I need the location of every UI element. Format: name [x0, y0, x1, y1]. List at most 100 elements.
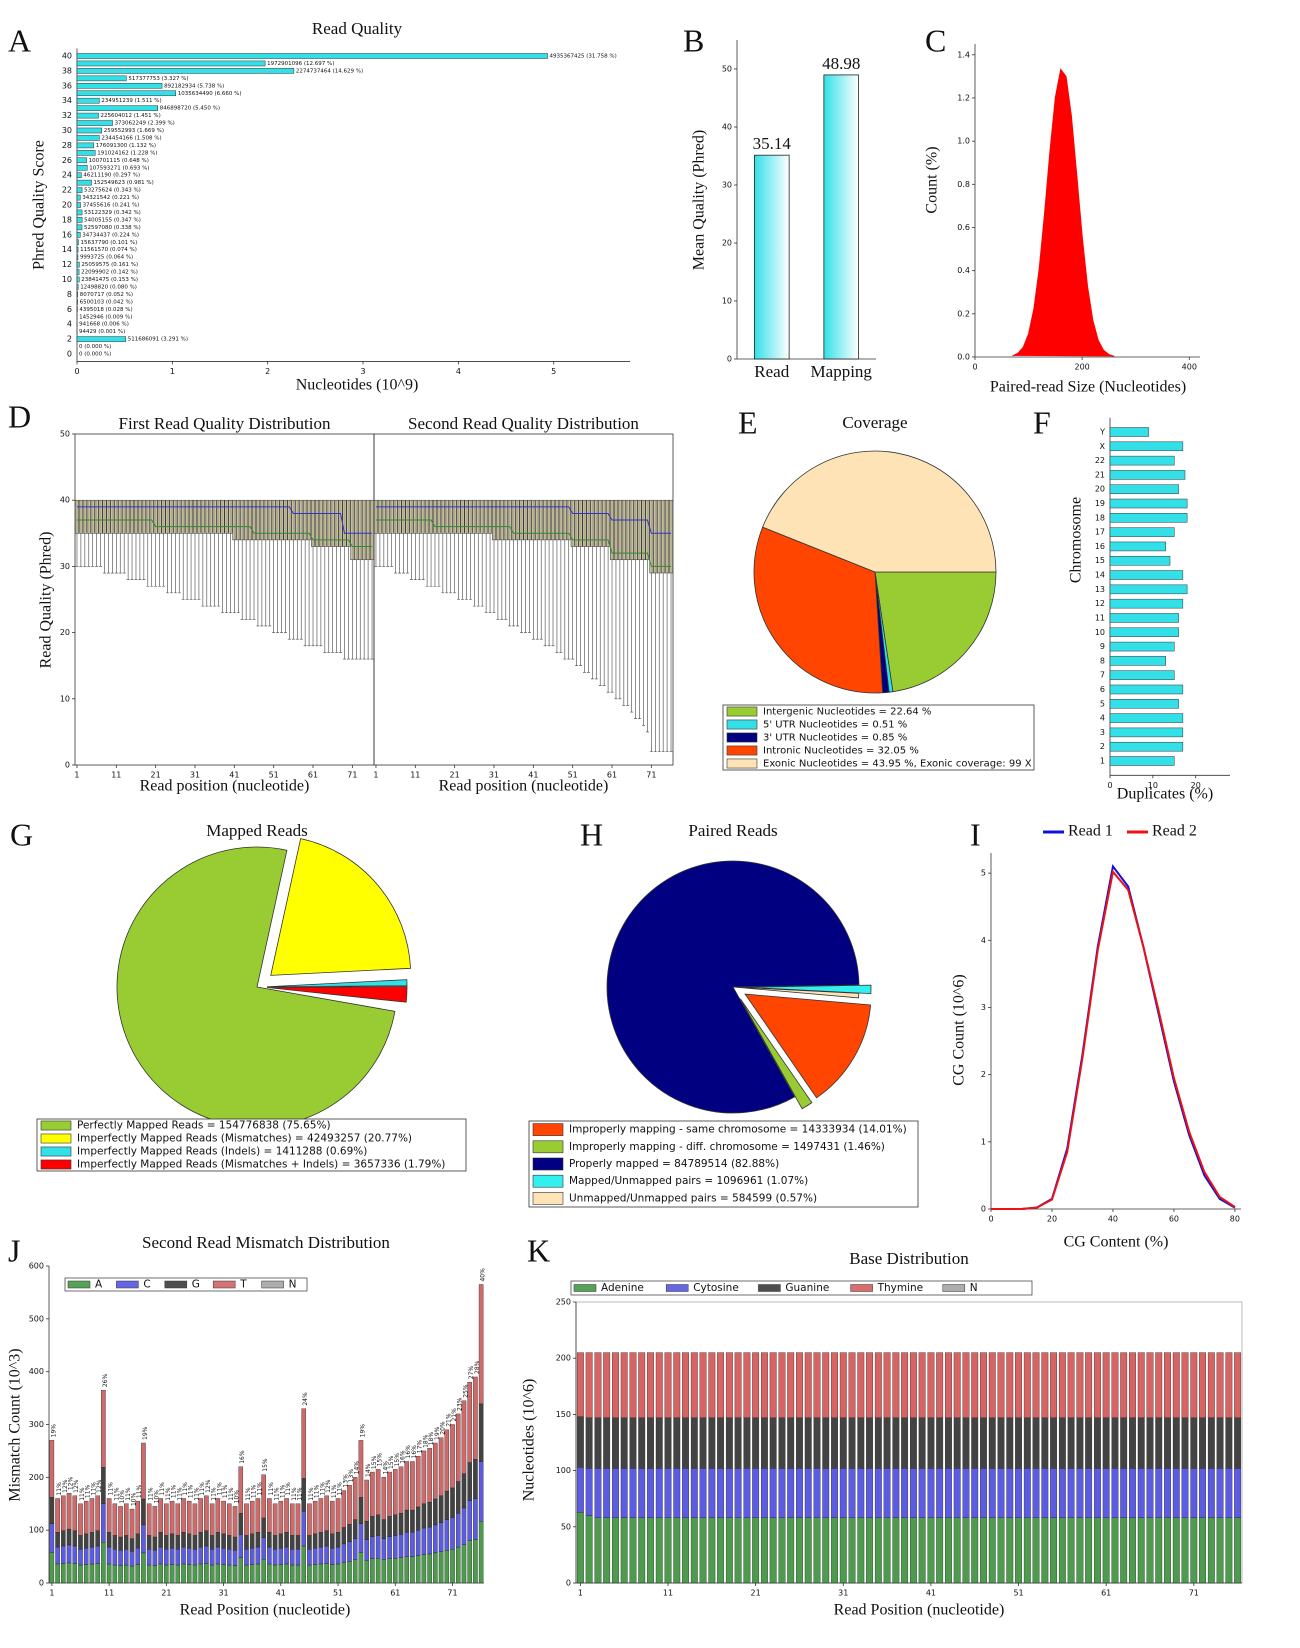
bar-segment	[186, 1533, 192, 1549]
box	[149, 499, 154, 534]
box	[594, 499, 599, 547]
x-tick-label: 71	[447, 1589, 457, 1598]
legend-label: Imperfectly Mapped Reads (Mismatches) = …	[77, 1133, 412, 1145]
x-tick-label: 1	[74, 771, 79, 780]
bar-segment	[1050, 1468, 1058, 1518]
bar-segment	[433, 1442, 438, 1500]
bar-segment	[804, 1468, 812, 1518]
bar-segment	[106, 1563, 112, 1584]
box	[558, 499, 563, 541]
bar-segment	[370, 1516, 375, 1537]
x-tick-label: 31	[489, 771, 499, 780]
bar-segment	[169, 1547, 175, 1565]
bar-segment	[209, 1549, 215, 1566]
box	[267, 499, 272, 541]
y-tick-label: 1	[981, 1137, 986, 1146]
bar-segment	[971, 1517, 979, 1584]
bar-segment	[813, 1352, 821, 1418]
bar-segment	[980, 1517, 987, 1584]
box	[236, 499, 241, 541]
box	[185, 499, 190, 534]
y-tick-label: 0	[67, 350, 72, 359]
value-label: 107593271 (0.693 %)	[89, 165, 149, 171]
bar-segment	[186, 1547, 192, 1565]
bar-segment	[778, 1468, 786, 1518]
value-label: 22099902 (0.142 %)	[81, 270, 138, 276]
bar-segment	[301, 1408, 306, 1479]
box	[574, 499, 579, 547]
legend-label: 3' UTR Nucleotides = 0.85 %	[763, 733, 907, 744]
box	[625, 499, 630, 561]
y-tick-label: 40	[60, 496, 70, 505]
bar-segment	[813, 1517, 821, 1584]
bar-segment	[585, 1515, 593, 1584]
x-tick-label: 51	[568, 771, 578, 780]
box	[657, 499, 662, 574]
y-tick-label: 18	[1095, 513, 1105, 522]
chart-title: Base Distribution	[849, 1249, 969, 1268]
bar-segment	[341, 1490, 347, 1528]
legend-label: Exonic Nucleotides = 43.95 %, Exonic cov…	[763, 759, 1032, 770]
legend-swatch	[532, 1174, 564, 1188]
box	[531, 499, 536, 541]
x-tick-label: 21	[450, 771, 460, 780]
bar-segment	[1216, 1517, 1224, 1584]
y-tick-label: 9	[1100, 642, 1105, 651]
bar-segment	[61, 1495, 66, 1531]
bar-segment	[1102, 1517, 1110, 1584]
bar-segment	[175, 1564, 181, 1584]
bar-segment	[112, 1535, 118, 1550]
y-tick-label: 24	[62, 171, 72, 180]
bar-segment	[655, 1352, 663, 1418]
bar-segment	[249, 1564, 255, 1584]
bar-segment	[284, 1498, 289, 1533]
bar-segment	[364, 1539, 369, 1561]
value-label: 25059575 (0.161 %)	[81, 262, 138, 268]
y-tick-label: 0	[727, 355, 732, 364]
bar-label: 13%	[342, 1474, 349, 1488]
bar-segment	[135, 1547, 140, 1565]
bar	[1109, 713, 1184, 723]
box	[110, 499, 115, 534]
bar	[76, 164, 88, 171]
y-tick-label: 30	[62, 126, 72, 135]
bar-segment	[874, 1517, 882, 1584]
bar-segment	[181, 1532, 186, 1548]
box	[649, 499, 654, 574]
bar-segment	[1120, 1517, 1128, 1584]
bar-segment	[427, 1448, 432, 1503]
bar-label: 10%	[234, 1490, 241, 1504]
bar-segment	[760, 1517, 768, 1584]
box	[436, 499, 441, 534]
panel-letter: I	[970, 816, 981, 852]
y-tick-label: 10	[62, 275, 72, 284]
bar-segment	[1199, 1468, 1206, 1518]
bar	[76, 187, 83, 193]
bar-label: 14%	[382, 1461, 389, 1475]
bar-segment	[146, 1503, 152, 1536]
box	[200, 499, 205, 534]
bar-segment	[227, 1549, 232, 1566]
bar-segment	[690, 1517, 698, 1584]
bar-segment	[158, 1498, 163, 1533]
bar	[76, 120, 113, 126]
bar-segment	[238, 1557, 244, 1584]
bar-segment	[673, 1352, 681, 1418]
bar-segment	[1085, 1517, 1093, 1584]
bar-segment	[129, 1551, 135, 1567]
bar-segment	[284, 1563, 289, 1584]
y-tick-label: 200	[556, 1354, 571, 1363]
bar-segment	[953, 1417, 961, 1469]
bar-label: 10%	[119, 1490, 126, 1504]
bar-label: 11%	[314, 1484, 321, 1498]
y-tick-label: 4	[1100, 714, 1105, 723]
bar-segment	[455, 1513, 461, 1548]
bar-segment	[61, 1545, 66, 1564]
bar-label: 11%	[268, 1482, 275, 1496]
pie-slice	[744, 993, 872, 1099]
bar-segment	[106, 1498, 112, 1533]
bar-segment	[1085, 1417, 1093, 1469]
value-label: 53275624 (0.343 %)	[84, 188, 141, 194]
bar-segment	[55, 1498, 60, 1533]
